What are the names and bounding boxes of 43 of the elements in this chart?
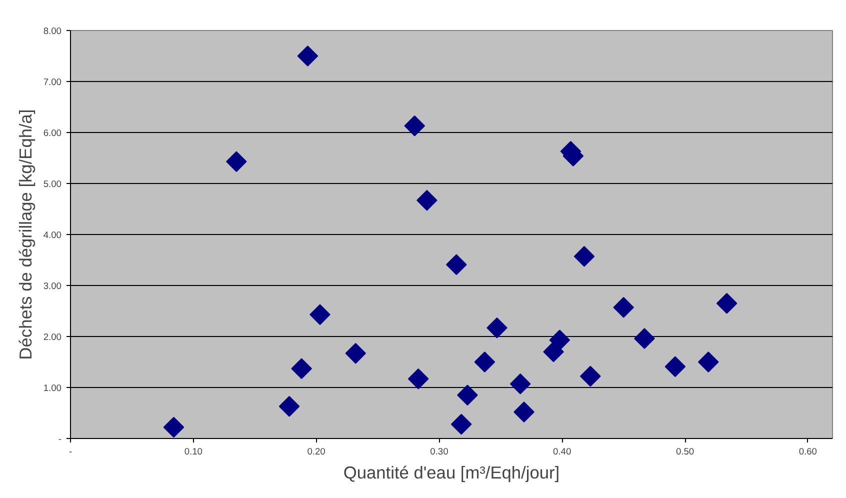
y-tick-label: 7.00 <box>43 77 62 87</box>
point <box>457 384 478 406</box>
point <box>716 292 738 314</box>
point <box>514 402 534 422</box>
point <box>450 414 472 435</box>
point <box>416 190 438 211</box>
y-tick-label: 2.00 <box>43 332 62 342</box>
x-axis-title: Quantité d'eau [m³/Eqh/jour] <box>343 462 560 482</box>
point <box>163 416 184 438</box>
point <box>474 352 496 372</box>
x-tick-label: 0.50 <box>676 446 694 456</box>
x-tick-label: 0.20 <box>307 446 326 456</box>
x-tick-label: 0.30 <box>430 446 448 456</box>
point <box>291 358 312 380</box>
x-tick-label: - <box>68 446 72 456</box>
point <box>510 374 531 394</box>
point <box>310 304 330 325</box>
point <box>664 356 686 377</box>
y-tick-label: 5.00 <box>43 179 62 189</box>
point <box>613 297 634 318</box>
point <box>226 151 247 172</box>
y-tick-label: 3.00 <box>43 281 62 291</box>
x-tick-label: 0.60 <box>798 446 817 456</box>
point <box>549 330 570 350</box>
point <box>446 254 467 275</box>
y-tick-label: 4.00 <box>43 230 62 240</box>
point <box>580 366 601 387</box>
point <box>345 342 366 364</box>
y-axis-title: Déchets de dégrillage [kg/Eqh/a] <box>15 109 36 360</box>
y-tick-label: - <box>58 434 62 444</box>
y-tick-label: 8.00 <box>43 26 62 36</box>
point <box>408 368 429 390</box>
point <box>486 317 508 338</box>
y-tick-label: 6.00 <box>43 128 62 138</box>
y-tick-label: 1.00 <box>43 383 62 393</box>
point <box>404 115 426 136</box>
point <box>574 246 595 267</box>
point <box>634 328 655 349</box>
x-tick-label: 0.40 <box>553 446 572 456</box>
point <box>278 396 300 417</box>
point <box>297 46 318 66</box>
x-tick-label: 0.10 <box>184 446 202 456</box>
point <box>698 352 719 372</box>
